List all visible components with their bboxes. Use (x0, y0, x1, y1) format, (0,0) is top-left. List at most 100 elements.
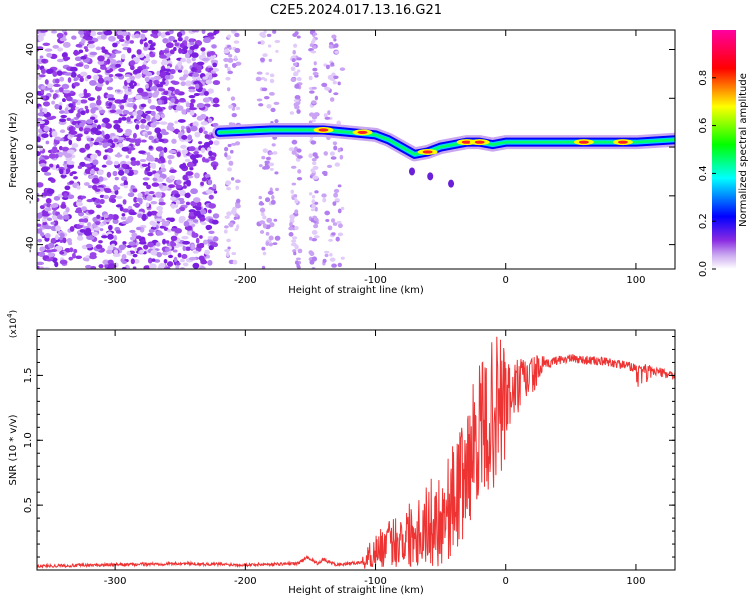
spectrogram-noise-blob (107, 213, 114, 220)
spectrogram-noise-blob (168, 149, 177, 154)
spectrogram-noise-blob (200, 181, 204, 186)
spectrogram-noise-blob (37, 150, 41, 157)
spectrogram-noise-blob (188, 146, 196, 152)
spectrogram-noise-blob (63, 89, 71, 94)
spectrogram-noise-blob (200, 221, 207, 225)
spectrogram-noise-blob (69, 66, 78, 72)
spectrogram-noise-blob (91, 177, 100, 184)
spectrogram-noise-blob (296, 57, 302, 61)
spectrogram-noise-blob (133, 258, 140, 264)
spectrogram-noise-blob (174, 88, 180, 95)
spectrogram-noise-blob (189, 166, 194, 171)
spectrogram-noise-blob (105, 123, 112, 129)
spectrogram-noise-blob (64, 247, 71, 253)
spectrogram-noise-blob (41, 192, 50, 197)
spectrogram-noise-blob (289, 214, 295, 220)
spectrogram-noise-blob (333, 188, 340, 193)
spectrogram-noise-blob (121, 146, 130, 152)
spectrogram-noise-blob (324, 253, 329, 258)
spectrogram-noise-blob (145, 53, 151, 59)
spectrogram-noise-blob (148, 263, 157, 269)
spectrogram-noise-blob (156, 70, 161, 76)
spectrogram-noise-blob (74, 106, 80, 110)
spectrogram-noise-blob (52, 94, 57, 100)
spectrogram-noise-blob (121, 253, 127, 260)
spectrogram-noise-blob (101, 46, 106, 51)
spectrogram-noise-blob (194, 153, 201, 159)
spectrogram-noise-blob (114, 176, 119, 181)
spectrogram-noise-blob (53, 83, 61, 87)
spectrogram-noise-blob (234, 213, 239, 218)
spectrogram-noise-blob (121, 176, 128, 182)
spectrogram-noise-blob (66, 117, 71, 121)
spectrogram-noise-blob (83, 218, 89, 223)
spectrogram-noise-blob (75, 255, 83, 260)
spectrogram-noise-blob (177, 60, 183, 67)
spectrogram-noise-blob (297, 264, 301, 269)
spectrogram-noise-blob (331, 34, 337, 39)
spectrogram-noise-blob (208, 74, 213, 81)
spectrogram-noise-blob (62, 41, 71, 48)
spectrogram-noise-blob (163, 146, 168, 153)
spectrogram-noise-blob (146, 171, 153, 177)
spectrogram-noise-blob (157, 177, 164, 183)
spectrogram-noise-blob (135, 120, 141, 124)
spectrogram-noise-blob (264, 160, 270, 164)
spectrogram-noise-blob (100, 65, 107, 70)
spectrogram-noise-blob (107, 147, 114, 153)
spectrogram-noise-blob (102, 155, 108, 160)
spectrogram-noise-blob (208, 150, 213, 157)
spectrogram-noise-blob (174, 227, 182, 234)
spectrogram-noise-blob (140, 139, 147, 143)
spectrogram-noise-blob (263, 95, 270, 100)
spectrogram-noise-blob (181, 149, 188, 155)
spectrogram-noise-blob (224, 63, 229, 68)
spectrogram-noise-blob (212, 62, 218, 68)
spectrogram-noise-blob (212, 122, 219, 127)
spectrogram-noise-blob (181, 135, 188, 140)
spectrogram-noise-blob (122, 84, 129, 90)
spectrogram-noise-blob (96, 31, 103, 36)
spectrogram-noise-blob (48, 153, 56, 159)
spectrogram-noise-blob (201, 30, 206, 35)
spectrogram-noise-blob (127, 192, 135, 198)
spectrogram-hotspot-core (357, 130, 368, 135)
spectrogram-noise-blob (39, 55, 44, 59)
spectrogram-noise-blob (101, 235, 108, 239)
spectrogram-noise-blob (89, 169, 96, 175)
spectrogram-hotspot-core (461, 140, 472, 144)
spectrogram-noise-blob (273, 218, 278, 222)
snr-ticks: -300 -200 -100 0 100 0.5 1.0 1.5 (23, 330, 675, 587)
spectrogram-noise-blob (147, 211, 153, 217)
spectrogram-noise-blob (66, 96, 73, 102)
spectrogram-noise-blob (189, 107, 197, 111)
snr-y-tick-label: 0.5 (23, 497, 34, 513)
spectrogram-noise-blob (72, 51, 81, 55)
spectrogram-noise-blob (126, 78, 131, 84)
spectrogram-noise-blob (339, 154, 344, 160)
spectrogram-noise-blob (202, 97, 211, 103)
spectrogram-noise-blob (261, 33, 267, 39)
spectrogram-noise-blob (49, 89, 54, 93)
spectrogram-noise-blob (99, 198, 105, 205)
spectrogram-noise-blob (158, 263, 166, 268)
spectrogram-noise-blob (50, 148, 58, 154)
spectrogram-noise-blob (202, 76, 208, 80)
spectrogram-noise-blob (324, 210, 331, 216)
spectrogram-noise-blob (268, 58, 273, 62)
spectrogram-noise-blob (90, 107, 96, 114)
spectrogram-noise-blob (79, 77, 84, 83)
spectrogram-noise-blob (202, 239, 209, 245)
spectrogram-noise-blob (331, 232, 336, 236)
spectrogram-noise-blob (183, 174, 188, 180)
spectrogram-noise-blob (112, 170, 118, 177)
spectrogram-noise-blob (291, 139, 298, 145)
spectrogram-noise-blob (160, 163, 166, 170)
spectrogram-dip-blob (427, 172, 434, 181)
spectrogram-noise-blob (125, 218, 133, 224)
spectrogram-noise-blob (288, 147, 295, 152)
spectrogram-noise-blob (105, 69, 112, 74)
spectrogram-noise-blob (45, 198, 52, 204)
spectrogram-noise-blob (261, 265, 266, 269)
spectrogram-noise-blob (289, 221, 293, 227)
